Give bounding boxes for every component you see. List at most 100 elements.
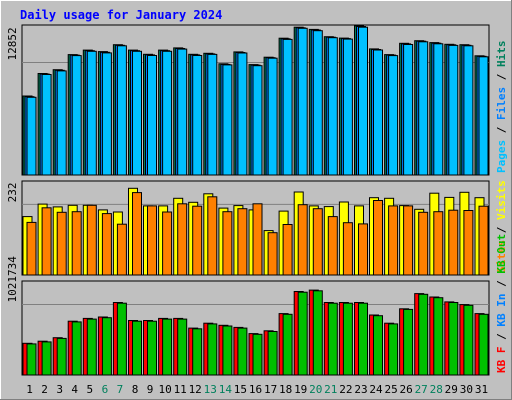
bar-sites-sites-day-9 (147, 205, 157, 276)
bar-kbytes-kb-out-day-14 (222, 325, 233, 376)
bar-kbytes-kb-out-day-19 (297, 291, 308, 376)
bar-hits-pages-day-19 (297, 27, 308, 176)
bar-sites-sites-day-13 (207, 196, 218, 276)
bar-kbytes-kb-out-day-8 (132, 320, 142, 376)
bar-sites-sites-day-8 (132, 192, 142, 276)
bar-kbytes-kb-out-day-3 (56, 337, 67, 376)
legend-item-sites: Sites (495, 240, 508, 273)
legend-item-kb-in: KB In (495, 294, 508, 327)
bar-kbytes-kb-out-day-17 (267, 331, 278, 376)
x-tick-label-day-17: 17 (264, 383, 277, 396)
x-tick-label-day-28: 28 (430, 383, 443, 396)
bar-kbytes-kb-out-day-23 (358, 302, 368, 376)
bar-sites-sites-day-15 (237, 208, 248, 276)
bar-kbytes-kb-out-day-15 (237, 327, 248, 376)
bar-sites-sites-day-7 (116, 223, 127, 276)
bar-kbytes-kb-out-day-1 (26, 343, 37, 376)
x-tick-label-day-14: 14 (219, 383, 233, 396)
bar-hits-pages-day-9 (147, 55, 157, 176)
bar-sites-sites-day-18 (282, 224, 293, 276)
bar-hits-pages-day-11 (177, 48, 188, 176)
legend-item-kb-out: KB Out (495, 234, 508, 274)
panel-hits: 12852 Pages / Files / Hits (6, 24, 508, 176)
x-tick-label-day-18: 18 (279, 383, 292, 396)
bar-hits-pages-day-26 (403, 44, 414, 176)
legend-separator: / (495, 67, 508, 87)
bar-sites-sites-day-25 (388, 205, 399, 276)
bar-hits-pages-day-25 (388, 55, 399, 176)
legend-separator: / (495, 220, 508, 240)
x-tick-label-day-20: 20 (309, 383, 322, 396)
bar-kbytes-kb-out-day-25 (388, 323, 399, 376)
bar-hits-pages-day-5 (86, 50, 97, 176)
bar-hits-pages-day-7 (116, 45, 127, 176)
bar-sites-sites-day-11 (177, 203, 188, 276)
x-tick-label-day-5: 5 (86, 383, 93, 396)
panel-kbytes: 1021734 KB F / KB In / KB Out (6, 234, 508, 376)
bar-sites-sites-day-14 (222, 211, 233, 276)
x-tick-label-day-15: 15 (234, 383, 247, 396)
bar-hits-pages-day-27 (418, 41, 429, 176)
panel-sites: 232 Sites / Visits (6, 180, 508, 276)
bar-sites-sites-day-30 (463, 210, 474, 276)
bar-kbytes-kb-out-day-13 (207, 323, 218, 376)
bar-hits-pages-day-23 (358, 26, 368, 176)
bar-hits-pages-day-15 (237, 52, 248, 176)
bar-sites-sites-day-24 (373, 200, 383, 276)
bar-hits-pages-day-12 (192, 55, 203, 176)
x-tick-label-day-4: 4 (71, 383, 78, 396)
bar-sites-sites-day-5 (86, 204, 97, 276)
x-tick-label-day-19: 19 (294, 383, 307, 396)
y-tick-label-sites: 232 (6, 183, 19, 203)
bar-sites-sites-day-3 (56, 211, 67, 276)
bar-hits-pages-day-16 (252, 65, 263, 176)
legend-item-kb-f: KB F (495, 347, 508, 374)
bar-sites-sites-day-19 (297, 204, 308, 276)
bar-kbytes-kb-out-day-6 (101, 317, 112, 376)
bar-kbytes-kb-out-day-5 (86, 318, 97, 376)
bar-sites-sites-day-27 (418, 211, 429, 276)
bar-sites-sites-day-23 (358, 223, 368, 276)
bar-sites-sites-day-2 (41, 207, 52, 276)
legend-separator: / (495, 327, 508, 347)
bar-kbytes-kb-out-day-9 (147, 320, 157, 376)
x-tick-label-day-16: 16 (249, 383, 262, 396)
x-tick-label-day-26: 26 (399, 383, 412, 396)
bar-sites-sites-day-1 (26, 221, 37, 276)
y-tick-label-kbytes: 1021734 (6, 256, 19, 303)
legend-separator: / (495, 120, 508, 140)
bar-sites-sites-day-26 (403, 205, 414, 276)
bar-hits-pages-day-31 (478, 56, 489, 176)
x-tick-label-day-13: 13 (204, 383, 217, 396)
bar-kbytes-kb-out-day-10 (162, 318, 173, 376)
bar-hits-pages-day-6 (101, 52, 112, 176)
bar-kbytes-kb-out-day-11 (177, 318, 188, 376)
bar-kbytes-kb-out-day-26 (403, 308, 414, 376)
bar-hits-pages-day-14 (222, 64, 233, 176)
x-tick-label-day-21: 21 (324, 383, 337, 396)
x-tick-label-day-2: 2 (41, 383, 48, 396)
bar-hits-pages-day-22 (342, 38, 353, 176)
bar-sites-sites-day-12 (192, 205, 203, 276)
bar-hits-pages-day-20 (312, 30, 323, 176)
x-tick-label-day-29: 29 (445, 383, 458, 396)
x-tick-label-day-31: 31 (475, 383, 488, 396)
bar-kbytes-kb-out-day-4 (71, 321, 82, 376)
bar-hits-pages-day-2 (41, 74, 52, 176)
bar-hits-pages-day-21 (327, 37, 338, 176)
y-tick-label-hits: 12852 (6, 27, 19, 60)
bar-sites-sites-day-4 (71, 211, 82, 276)
x-tick-label-day-23: 23 (354, 383, 367, 396)
x-tick-label-day-10: 10 (158, 383, 171, 396)
legend-item-pages: Pages (495, 140, 508, 173)
bar-sites-sites-day-28 (433, 211, 444, 276)
x-tick-label-day-8: 8 (132, 383, 139, 396)
x-tick-label-day-3: 3 (56, 383, 63, 396)
legend-kbytes: KB F / KB In / KB Out (495, 234, 508, 373)
bar-sites-sites-day-10 (162, 211, 173, 276)
bar-hits-pages-day-4 (71, 55, 82, 176)
x-tick-label-day-6: 6 (102, 383, 109, 396)
x-tick-label-day-11: 11 (174, 383, 187, 396)
bar-kbytes-kb-out-day-30 (463, 304, 474, 376)
